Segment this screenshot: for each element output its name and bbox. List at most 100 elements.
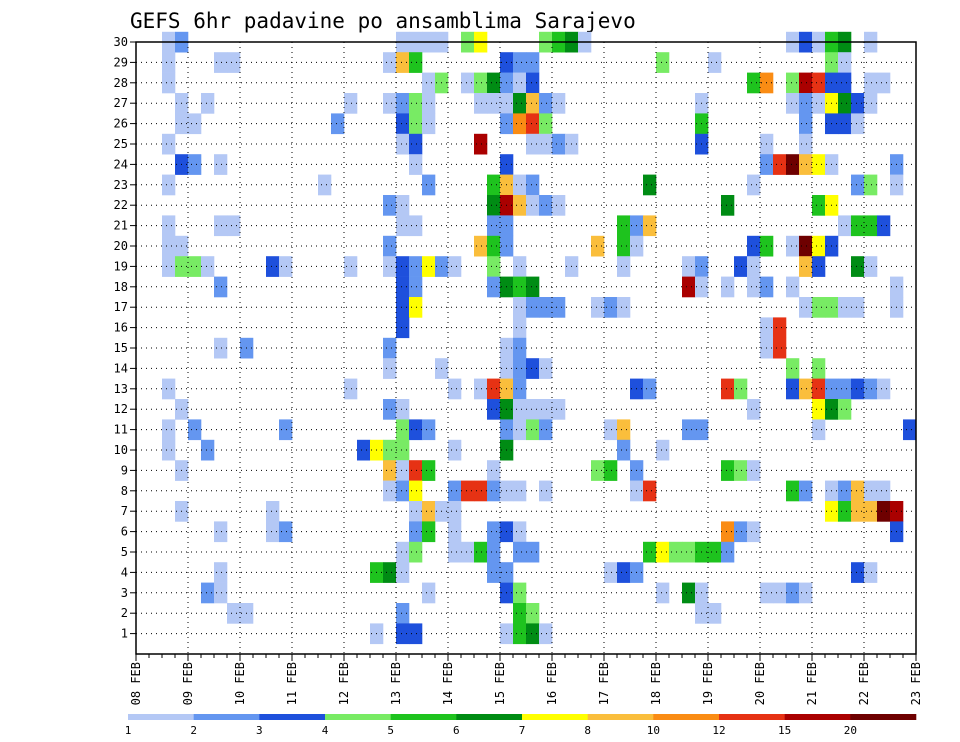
- heatmap-cell: [708, 52, 722, 73]
- heatmap-cell: [162, 419, 176, 441]
- heatmap-cell: [396, 215, 410, 237]
- heatmap-cell: [552, 297, 566, 318]
- heatmap-cell: [409, 276, 423, 298]
- heatmap-cell: [799, 235, 813, 257]
- heatmap-cell: [812, 256, 826, 277]
- heatmap-cell: [604, 419, 618, 441]
- heatmap-cell: [864, 480, 878, 502]
- heatmap-cell: [838, 72, 852, 94]
- heatmap-cell: [409, 297, 423, 318]
- colorbar-segment: [456, 714, 523, 720]
- heatmap-cell: [734, 378, 748, 400]
- heatmap-cell: [747, 235, 761, 257]
- heatmap-cell: [422, 72, 436, 94]
- colorbar: 1 2 3 4 5 6 7 8 10 12 15 20: [125, 714, 917, 737]
- heatmap-cell: [799, 297, 813, 318]
- y-tick-label: 15: [114, 341, 128, 355]
- heatmap-cell: [383, 562, 397, 583]
- y-tick-label: 3: [121, 586, 128, 600]
- heatmap-cell: [851, 297, 865, 318]
- y-tick-label: 19: [114, 259, 128, 273]
- x-tick-label: 16 FEB: [545, 662, 559, 705]
- heatmap-cell: [877, 215, 891, 237]
- colorbar-label: 1: [125, 724, 132, 737]
- heatmap-cell: [487, 72, 501, 94]
- heatmap-cell: [552, 93, 566, 114]
- heatmap-cell: [604, 460, 618, 481]
- heatmap-cell: [617, 297, 631, 318]
- heatmap-cell: [552, 195, 566, 216]
- heatmap-cell: [201, 582, 215, 604]
- heatmap-cells: [162, 31, 917, 645]
- heatmap-cell: [409, 93, 423, 114]
- heatmap-cell: [799, 133, 813, 155]
- heatmap-cell: [682, 582, 696, 604]
- y-tick-label: 26: [114, 117, 128, 131]
- heatmap-cell: [747, 521, 761, 543]
- heatmap-cell: [812, 378, 826, 400]
- heatmap-cell: [396, 460, 410, 481]
- colorbar-label: 3: [256, 724, 263, 737]
- heatmap-cell: [786, 582, 800, 604]
- heatmap-cell: [526, 52, 540, 73]
- heatmap-cell: [214, 521, 228, 543]
- heatmap-cell: [513, 480, 527, 502]
- heatmap-cell: [344, 378, 358, 400]
- heatmap-cell: [513, 521, 527, 543]
- heatmap-cell: [214, 52, 228, 73]
- heatmap-cell: [617, 256, 631, 277]
- heatmap-cell: [851, 93, 865, 114]
- heatmap-cell: [513, 378, 527, 400]
- heatmap-cell: [396, 603, 410, 624]
- y-tick-label: 7: [121, 504, 128, 518]
- heatmap-cell: [526, 195, 540, 216]
- heatmap-cell: [812, 154, 826, 175]
- heatmap-cell: [773, 317, 787, 339]
- heatmap-cell: [214, 562, 228, 583]
- y-tick-label: 14: [114, 361, 128, 375]
- colorbar-label: 8: [584, 724, 591, 737]
- heatmap-cell: [838, 480, 852, 502]
- heatmap-cell: [396, 195, 410, 216]
- heatmap-cell: [812, 93, 826, 114]
- heatmap-cell: [409, 541, 423, 563]
- heatmap-cell: [422, 93, 436, 114]
- heatmap-cell: [526, 541, 540, 563]
- colorbar-segment: [719, 714, 785, 720]
- y-tick-label: 11: [114, 423, 128, 437]
- heatmap-cell: [396, 623, 410, 645]
- y-tick-label: 30: [114, 35, 128, 49]
- colorbar-segment: [128, 714, 194, 720]
- heatmap-cell: [409, 154, 423, 175]
- heatmap-cell: [747, 72, 761, 94]
- heatmap-cell: [162, 133, 176, 155]
- y-tick-label: 18: [114, 280, 128, 294]
- heatmap-cell: [617, 562, 631, 583]
- heatmap-cell: [422, 501, 436, 522]
- heatmap-cell: [552, 399, 566, 420]
- heatmap-cell: [526, 113, 540, 135]
- heatmap-cell: [422, 419, 436, 441]
- heatmap-cell: [188, 419, 202, 441]
- heatmap-cell: [786, 93, 800, 114]
- heatmap-cell: [799, 582, 813, 604]
- heatmap-cell: [383, 358, 397, 379]
- heatmap-cell: [513, 582, 527, 604]
- heatmap-cell: [383, 93, 397, 114]
- heatmap-cell: [786, 235, 800, 257]
- heatmap-cell: [838, 501, 852, 522]
- heatmap-cell: [487, 93, 501, 114]
- heatmap-cell: [526, 276, 540, 298]
- heatmap-cell: [487, 521, 501, 543]
- heatmap-cell: [513, 419, 527, 441]
- heatmap-cell: [162, 378, 176, 400]
- heatmap-cell: [396, 93, 410, 114]
- heatmap-cell: [747, 460, 761, 481]
- heatmap-cell: [734, 460, 748, 481]
- heatmap-cell: [513, 358, 527, 379]
- heatmap-cell: [721, 541, 735, 563]
- heatmap-cell: [851, 562, 865, 583]
- heatmap-cell: [396, 439, 410, 461]
- heatmap-cell: [422, 174, 436, 196]
- heatmap-cell: [461, 72, 475, 94]
